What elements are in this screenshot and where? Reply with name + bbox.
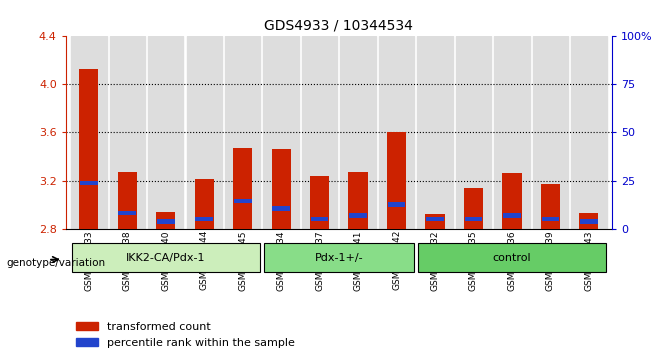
Bar — [263, 36, 299, 229]
Bar — [426, 214, 445, 229]
Bar — [272, 149, 291, 229]
Bar — [233, 148, 252, 229]
Bar — [272, 206, 290, 211]
Bar — [148, 36, 184, 229]
Bar — [349, 172, 368, 229]
Bar — [156, 212, 176, 229]
Bar — [157, 219, 174, 224]
Bar — [387, 132, 406, 229]
Bar — [579, 213, 599, 229]
Bar — [71, 36, 107, 229]
Bar — [571, 36, 607, 229]
Bar — [503, 213, 520, 218]
Bar — [541, 184, 560, 229]
Bar — [79, 69, 99, 229]
Bar — [118, 172, 137, 229]
FancyBboxPatch shape — [264, 243, 414, 272]
FancyBboxPatch shape — [418, 243, 606, 272]
Bar — [349, 213, 367, 218]
Bar — [311, 217, 328, 221]
Bar — [195, 217, 213, 221]
Bar — [502, 174, 522, 229]
Bar — [388, 202, 405, 207]
Bar — [118, 211, 136, 216]
Title: GDS4933 / 10344534: GDS4933 / 10344534 — [265, 19, 413, 32]
Bar — [417, 36, 453, 229]
Bar — [225, 36, 261, 229]
Bar — [464, 188, 483, 229]
Bar — [195, 179, 214, 229]
Bar — [310, 176, 329, 229]
Text: IKK2-CA/Pdx-1: IKK2-CA/Pdx-1 — [126, 253, 205, 263]
Bar — [465, 217, 482, 221]
Text: Pdx-1+/-: Pdx-1+/- — [315, 253, 363, 263]
Bar — [580, 219, 597, 224]
Bar — [302, 36, 338, 229]
FancyBboxPatch shape — [72, 243, 260, 272]
Bar — [494, 36, 530, 229]
Bar — [187, 36, 222, 229]
Bar — [426, 217, 444, 221]
Bar — [234, 199, 251, 203]
Bar — [542, 217, 559, 221]
Bar — [340, 36, 376, 229]
Bar — [533, 36, 568, 229]
Bar — [379, 36, 415, 229]
Bar — [110, 36, 145, 229]
Text: control: control — [493, 253, 531, 263]
Bar — [80, 180, 98, 185]
Text: genotype/variation: genotype/variation — [7, 258, 106, 268]
Bar — [456, 36, 491, 229]
Legend: transformed count, percentile rank within the sample: transformed count, percentile rank withi… — [71, 318, 299, 352]
